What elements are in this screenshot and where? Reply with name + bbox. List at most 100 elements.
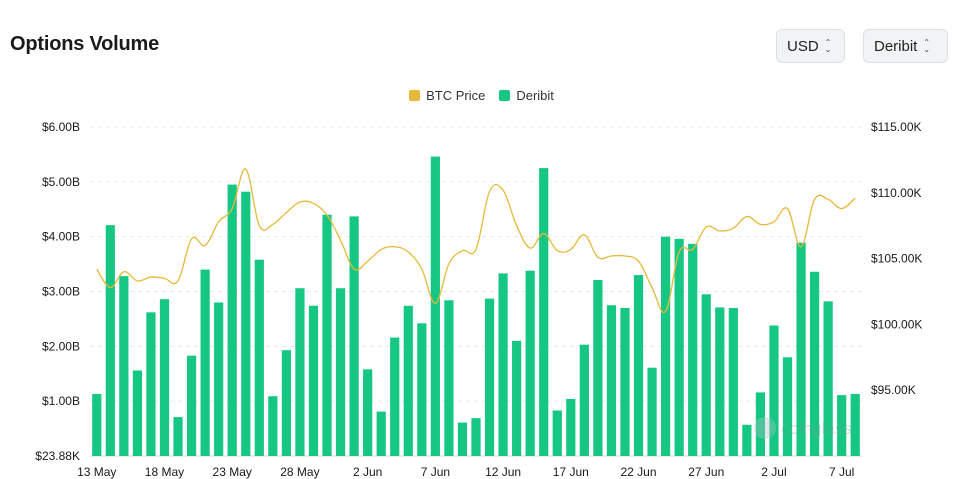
y-left-tick-label: $2.00B	[42, 339, 80, 353]
bar-deribit[interactable]	[796, 242, 806, 456]
y-left-tick-label: $3.00B	[42, 285, 80, 299]
y-right-tick-label: $100.00K	[871, 317, 922, 331]
exchange-select[interactable]: Deribit ⌃ ⌄	[863, 29, 948, 63]
bar-deribit[interactable]	[674, 238, 684, 456]
legend-label-btc-price: BTC Price	[426, 88, 486, 103]
bar-deribit[interactable]	[606, 305, 617, 456]
bar-deribit[interactable]	[728, 307, 738, 456]
bar-deribit[interactable]	[186, 355, 197, 456]
bar-deribit[interactable]	[471, 418, 481, 456]
page-title: Options Volume	[10, 33, 160, 55]
bar-deribit[interactable]	[105, 225, 115, 456]
x-tick-label: 27 Jun	[688, 465, 724, 479]
bar-deribit[interactable]	[268, 396, 278, 456]
bar-deribit[interactable]	[579, 344, 589, 456]
bar-deribit[interactable]	[661, 236, 671, 456]
x-tick-label: 2 Jun	[353, 465, 382, 479]
chevron-up-down-icon: ⌃ ⌄	[824, 38, 832, 54]
bar-deribit[interactable]	[512, 340, 522, 456]
bar-deribit[interactable]	[254, 259, 264, 456]
bar-deribit[interactable]	[227, 184, 237, 456]
bar-deribit[interactable]	[525, 270, 535, 456]
bar-deribit[interactable]	[837, 395, 847, 456]
bar-deribit[interactable]	[823, 301, 833, 456]
bar-deribit[interactable]	[322, 214, 332, 456]
bar-deribit[interactable]	[92, 394, 102, 456]
y-left-tick-label: $4.00B	[42, 230, 80, 244]
bar-deribit[interactable]	[281, 350, 291, 456]
bar-deribit[interactable]	[782, 357, 793, 456]
bar-deribit[interactable]	[444, 300, 454, 456]
bar-deribit[interactable]	[390, 337, 400, 456]
bar-deribit[interactable]	[308, 305, 319, 456]
bar-deribit[interactable]	[146, 312, 156, 456]
bar-deribit[interactable]	[755, 392, 766, 456]
bar-deribit[interactable]	[119, 276, 129, 456]
legend-label-deribit: Deribit	[516, 88, 554, 103]
bar-deribit[interactable]	[363, 369, 373, 456]
coinglass-logo-icon	[754, 417, 776, 439]
bar-deribit[interactable]	[715, 307, 725, 456]
bar-deribit[interactable]	[457, 422, 468, 456]
x-tick-label: 23 May	[213, 465, 252, 479]
bar-deribit[interactable]	[349, 216, 359, 456]
bar-deribit[interactable]	[769, 325, 779, 456]
bar-deribit[interactable]	[159, 299, 170, 456]
x-tick-label: 17 Jun	[553, 465, 589, 479]
x-tick-label: 28 May	[280, 465, 319, 479]
watermark: coinglass	[754, 417, 852, 439]
bar-deribit[interactable]	[688, 243, 698, 456]
bar-deribit[interactable]	[850, 394, 860, 456]
bar-deribit[interactable]	[376, 411, 386, 456]
x-tick-label: 22 Jun	[621, 465, 657, 479]
legend-item-deribit[interactable]: Deribit	[499, 88, 554, 103]
bar-deribit[interactable]	[335, 288, 346, 456]
bar-deribit[interactable]	[552, 410, 562, 456]
bar-deribit[interactable]	[173, 417, 183, 456]
y-left-tick-label: $6.00B	[42, 120, 80, 134]
bar-deribit[interactable]	[633, 275, 644, 456]
bar-deribit[interactable]	[620, 307, 630, 456]
bar-deribit[interactable]	[200, 269, 210, 456]
bar-deribit[interactable]	[809, 271, 820, 456]
bar-deribit[interactable]	[742, 424, 752, 456]
currency-select[interactable]: USD ⌃ ⌄	[776, 29, 845, 63]
y-right-tick-label: $95.00K	[871, 383, 916, 397]
bar-deribit[interactable]	[430, 156, 440, 457]
y-right-tick-label: $110.00K	[871, 186, 922, 200]
bar-deribit[interactable]	[214, 302, 224, 456]
chart-legend: BTC Price Deribit	[0, 88, 963, 103]
bar-deribit[interactable]	[593, 279, 603, 456]
y-left-tick-label: $23.88K	[35, 449, 80, 463]
line-btc-price	[96, 168, 856, 314]
bar-deribit[interactable]	[241, 191, 251, 456]
y-right-tick-label: $115.00K	[871, 120, 922, 134]
x-tick-label: 12 Jun	[485, 465, 521, 479]
bar-deribit[interactable]	[417, 323, 427, 456]
legend-swatch-deribit	[499, 90, 511, 101]
x-tick-label: 2 Jul	[761, 465, 786, 479]
bar-deribit[interactable]	[498, 273, 508, 456]
x-tick-label: 18 May	[145, 465, 184, 479]
x-tick-label: 13 May	[77, 465, 116, 479]
bar-deribit[interactable]	[132, 370, 143, 456]
chevron-up-down-icon: ⌃ ⌄	[923, 38, 931, 54]
bar-deribit[interactable]	[539, 168, 549, 456]
bar-deribit[interactable]	[647, 367, 657, 456]
bar-deribit[interactable]	[566, 398, 576, 456]
y-left-tick-label: $1.00B	[42, 394, 80, 408]
x-tick-label: 7 Jun	[421, 465, 450, 479]
bar-deribit[interactable]	[295, 288, 305, 456]
currency-select-label: USD	[787, 37, 819, 55]
bar-deribit[interactable]	[484, 298, 495, 456]
watermark-text: coinglass	[781, 419, 852, 438]
legend-swatch-btc-price	[409, 90, 421, 101]
exchange-select-label: Deribit	[874, 37, 918, 55]
y-right-tick-label: $105.00K	[871, 252, 922, 266]
bar-deribit[interactable]	[403, 305, 413, 456]
legend-item-btc-price[interactable]: BTC Price	[409, 88, 485, 103]
y-left-tick-label: $5.00B	[42, 175, 80, 189]
bar-deribit[interactable]	[701, 294, 711, 456]
x-tick-label: 7 Jul	[829, 465, 854, 479]
